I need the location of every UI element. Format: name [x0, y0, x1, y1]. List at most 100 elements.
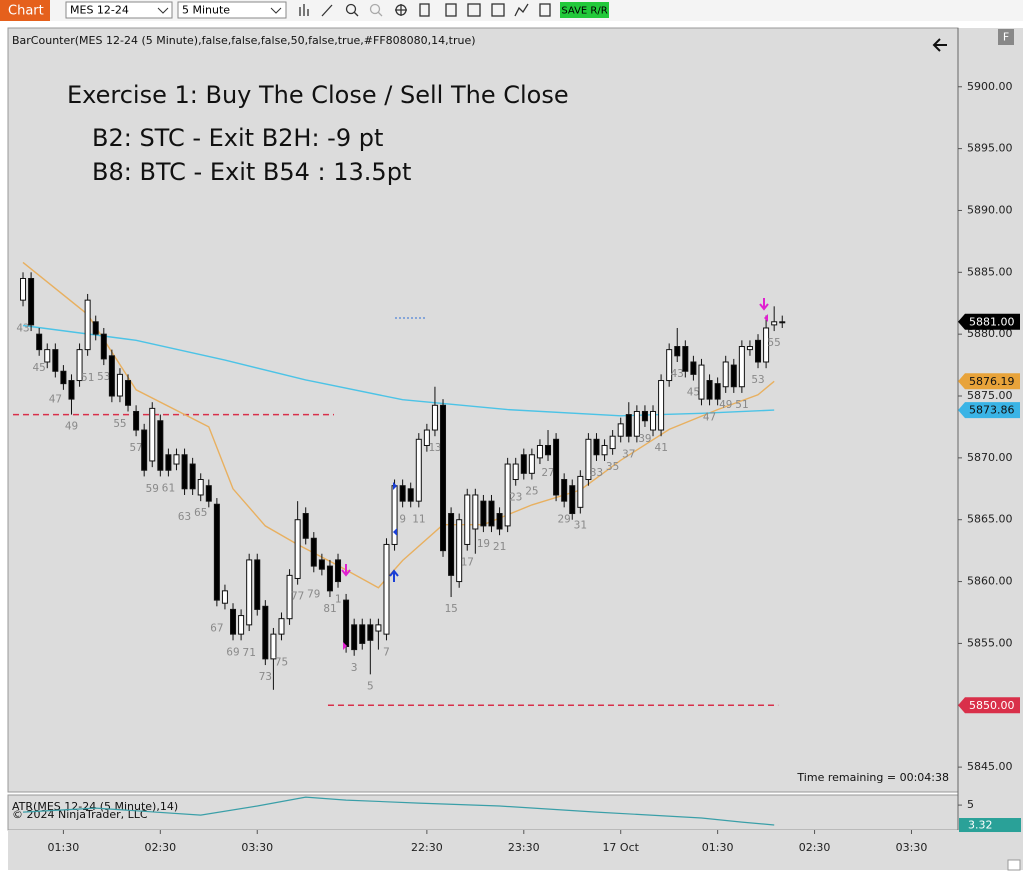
candle-up — [650, 410, 657, 431]
chart-tab-label[interactable]: Chart — [8, 4, 44, 19]
bar-number: 25 — [525, 485, 538, 498]
candle-down — [52, 349, 59, 372]
candle-down — [213, 503, 220, 601]
bar-number: 19 — [477, 537, 490, 550]
chart-tab[interactable] — [0, 0, 50, 21]
candle-down — [335, 559, 342, 583]
dropdown-arrow — [157, 7, 169, 14]
candle-up — [20, 277, 27, 301]
candle-up — [84, 299, 91, 351]
bar-number: 73 — [259, 670, 272, 683]
bar-number: 1 — [335, 593, 342, 606]
y-tick-label: 5890.00 — [967, 203, 1013, 216]
candle-up — [746, 346, 753, 351]
price-marker-label: 5876.19 — [969, 375, 1015, 388]
atr-value-tag — [959, 818, 1021, 833]
candle-up — [383, 543, 390, 635]
candle-down — [367, 624, 374, 641]
candle-down — [440, 404, 447, 552]
save-rr-label[interactable]: SAVE R/R — [561, 6, 607, 17]
candle-up — [278, 618, 285, 635]
bar-number: 69 — [226, 645, 239, 658]
candle-up — [658, 380, 665, 431]
indicator-label: BarCounter(MES 12-24 (5 Minute),false,fa… — [12, 34, 476, 47]
scroll-handle[interactable] — [1007, 859, 1021, 871]
instrument-label[interactable]: MES 12-24 — [70, 4, 129, 17]
price-marker-label: 5873.86 — [969, 404, 1015, 417]
candle-down — [165, 454, 172, 471]
instrument-select[interactable] — [65, 1, 173, 19]
bar-number: 23 — [509, 491, 522, 504]
candle-down — [343, 599, 350, 648]
x-tick-label: 03:30 — [896, 841, 928, 854]
bar-number: 51 — [81, 371, 94, 384]
candle-down — [92, 321, 99, 335]
candle-down — [205, 485, 212, 502]
candle-up — [666, 349, 673, 382]
candle-up — [504, 463, 511, 527]
candle-up — [617, 423, 624, 437]
bar-number: 75 — [275, 655, 288, 668]
candle-up — [415, 438, 422, 502]
bar-number: 45 — [687, 386, 700, 399]
bar-number: 55 — [113, 417, 126, 430]
candle-up — [464, 494, 471, 545]
annotation-title: Exercise 1: Buy The Close / Sell The Clo… — [67, 81, 569, 109]
candle-down — [641, 410, 648, 422]
bar-number: 79 — [307, 587, 320, 600]
candle-up — [375, 624, 382, 632]
candle-up — [722, 361, 729, 388]
interval-label[interactable]: 5 Minute — [182, 4, 230, 17]
atr-value-label: 3.32 — [968, 819, 993, 832]
back-arrow[interactable] — [932, 38, 947, 52]
candle-down — [60, 370, 67, 385]
bar-number: 43 — [671, 367, 684, 380]
candle-down — [108, 355, 115, 397]
f-button[interactable] — [998, 29, 1014, 45]
y-tick-label: 5870.00 — [967, 451, 1013, 464]
candle-down — [351, 624, 358, 651]
bar-number: 7 — [383, 645, 390, 658]
candle-down — [545, 444, 552, 456]
bar-number: 11 — [412, 512, 425, 525]
moving-average — [22, 324, 775, 417]
candle-up — [738, 346, 745, 388]
bar-number: 35 — [606, 460, 619, 473]
y-tick-label: 5845.00 — [967, 760, 1013, 773]
atr-label: ATR(MES 12-24 (5 Minute),14) — [12, 800, 178, 813]
x-tick-label: 01:30 — [702, 841, 734, 854]
toolbar-icons[interactable] — [299, 3, 551, 17]
candle-up — [577, 475, 584, 508]
f-button-label[interactable]: F — [1003, 31, 1009, 44]
price-axis — [958, 28, 1023, 830]
candle-down — [399, 485, 406, 502]
candle-up — [609, 435, 616, 450]
candle-up — [698, 364, 705, 400]
candle-down — [302, 513, 309, 539]
candle-up — [456, 519, 463, 583]
annotation-line: B2: STC - Exit B2H: -9 pt — [92, 124, 383, 152]
bar-number: 31 — [574, 519, 587, 532]
candle-down — [310, 537, 317, 567]
moving-average — [22, 261, 775, 589]
candle-down — [318, 559, 325, 570]
bar-number: 39 — [638, 432, 651, 445]
candle-down — [189, 463, 196, 490]
candle-up — [238, 615, 245, 635]
y-tick-label: 5900.00 — [967, 80, 1013, 93]
save-rr-button[interactable] — [560, 2, 609, 18]
candle-up — [536, 444, 543, 459]
candle-up — [294, 519, 301, 579]
candle-up — [221, 590, 228, 604]
candle-down — [230, 608, 237, 635]
bar-number: 13 — [428, 441, 441, 454]
candle-up — [286, 574, 293, 620]
candle-down — [254, 559, 261, 610]
candle-up — [585, 438, 592, 481]
bar-number: 43 — [16, 321, 29, 334]
candle-up — [173, 454, 180, 465]
bar-number: 55 — [768, 336, 781, 349]
bar-number: 33 — [590, 466, 603, 479]
bar-number: 51 — [735, 398, 748, 411]
interval-select[interactable] — [177, 1, 287, 19]
